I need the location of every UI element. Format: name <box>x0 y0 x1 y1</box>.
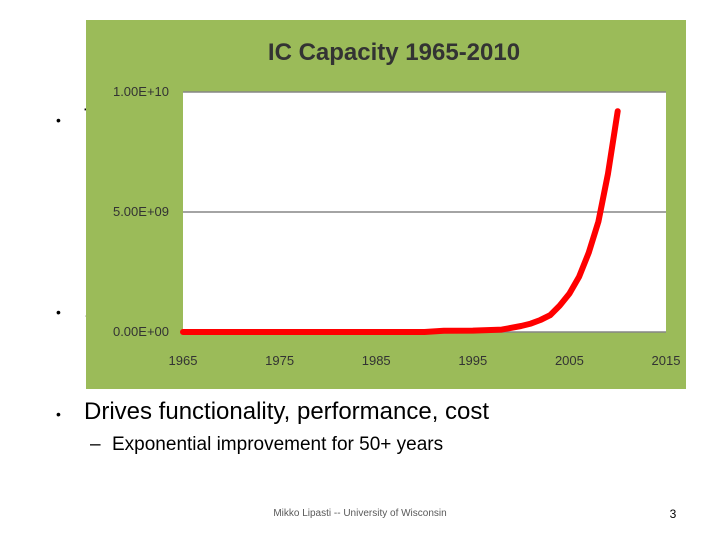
slide-footer: Mikko Lipasti -- University of Wisconsin <box>273 508 447 519</box>
bullet-dot: • <box>56 112 61 128</box>
bullet-dot: • <box>56 304 61 320</box>
x-tick-label: 1965 <box>169 353 198 368</box>
sub-bullet: – Exponential improvement for 50+ years <box>90 434 443 456</box>
chart-title: IC Capacity 1965-2010 <box>268 39 520 66</box>
x-axis-tick-labels: 1965 1975 1985 1995 2005 2015 <box>169 353 681 368</box>
x-tick-label: 2005 <box>555 353 584 368</box>
x-tick-label: 2015 <box>652 353 681 368</box>
bullet-dot: • <box>56 406 61 422</box>
y-axis-tick-labels: 1.00E+10 5.00E+09 0.00E+00 <box>113 84 169 339</box>
sub-bullet-text: Exponential improvement for 50+ years <box>112 434 444 455</box>
series-line <box>180 108 621 335</box>
bullet-3-text: Drives functionality, performance, cost <box>84 398 490 425</box>
y-tick-label: 5.00E+09 <box>113 204 169 219</box>
x-tick-label: 1995 <box>458 353 487 368</box>
x-tick-label: 1985 <box>362 353 391 368</box>
page-number: 3 <box>669 507 677 521</box>
bullet-3: • Drives functionality, performance, cos… <box>56 398 489 426</box>
y-tick-label: 0.00E+00 <box>113 324 169 339</box>
y-tick-label: 1.00E+10 <box>113 84 169 99</box>
x-tick-label: 1975 <box>265 353 294 368</box>
sub-bullet-dash: – <box>90 434 101 455</box>
